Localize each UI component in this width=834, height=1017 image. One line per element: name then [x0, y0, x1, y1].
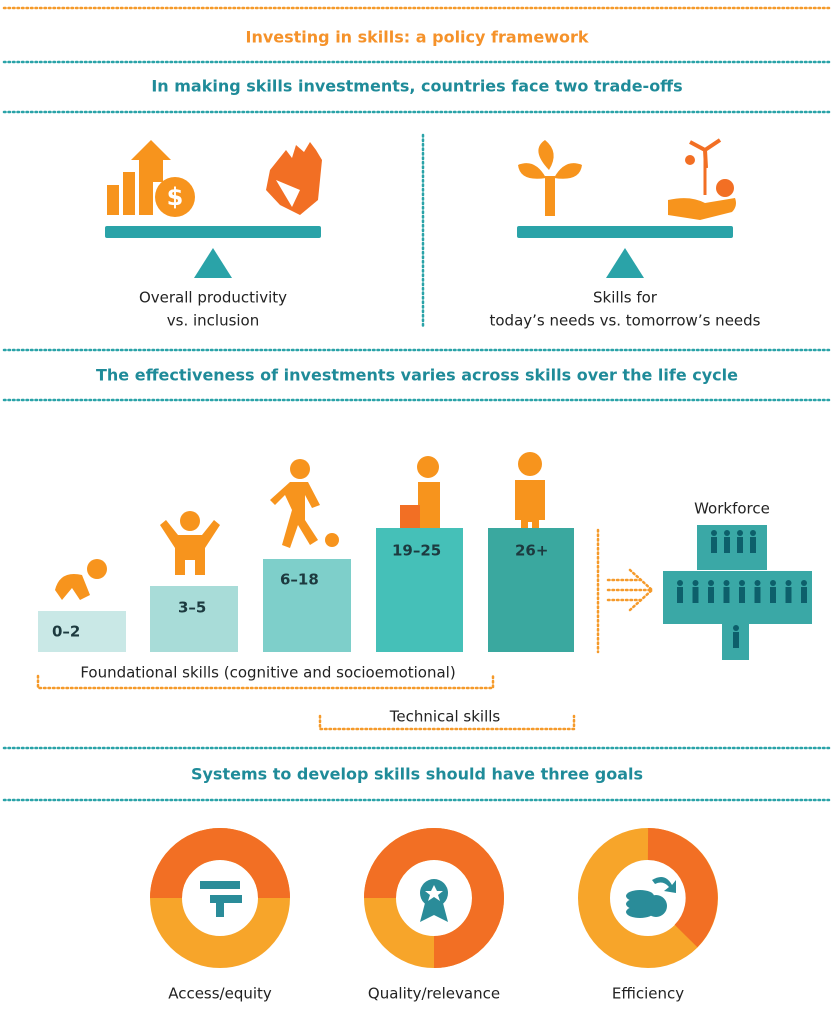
stage-box: [150, 586, 238, 652]
stage-label: 19–25: [392, 542, 441, 560]
bracket-label: Foundational skills (cognitive and socio…: [80, 664, 455, 682]
title: Investing in skills: a policy framework: [246, 28, 589, 47]
stage-label: 3–5: [178, 599, 206, 617]
goal-label: Efficiency: [612, 985, 684, 1003]
goal-label: Quality/relevance: [368, 985, 500, 1003]
tradeoff-label: vs. inclusion: [167, 312, 260, 330]
balance-icon: $: [105, 140, 322, 278]
bracket-label: Technical skills: [389, 708, 501, 726]
section-heading: Systems to develop skills should have th…: [191, 765, 643, 784]
section-heading: The effectiveness of investments varies …: [96, 366, 738, 385]
goal-icon: [594, 844, 702, 952]
tradeoff-label: Skills for: [593, 289, 658, 307]
workforce-label: Workforce: [694, 500, 770, 518]
stage-label: 26+: [515, 542, 548, 560]
stage-label: 6–18: [280, 571, 319, 589]
stage-label: 0–2: [52, 623, 80, 641]
arrow: [598, 530, 652, 652]
svg-text:$: $: [167, 183, 184, 211]
workforce-icon: [663, 525, 812, 660]
tradeoff-label: today’s needs vs. tomorrow’s needs: [490, 312, 761, 330]
infographic: Investing in skills: a policy framework …: [0, 0, 834, 1017]
tradeoff-label: Overall productivity: [139, 289, 287, 307]
section-heading: In making skills investments, countries …: [151, 77, 682, 96]
goal-icon: [380, 844, 488, 952]
balance-icon: [517, 140, 736, 278]
goal-icon: [166, 844, 274, 952]
goal-label: Access/equity: [168, 985, 272, 1003]
